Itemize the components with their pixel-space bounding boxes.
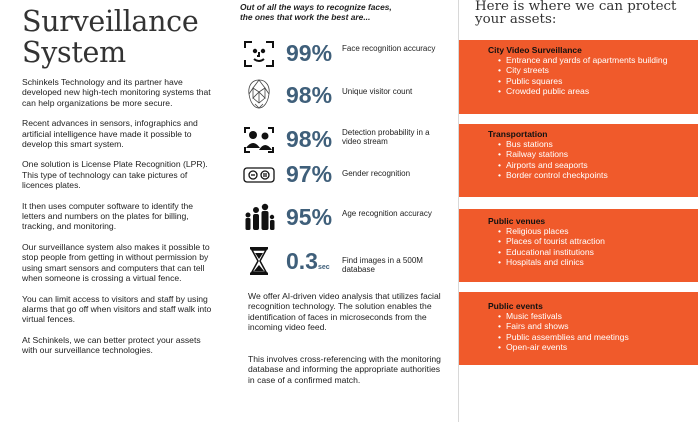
list-item: Border control checkpoints (498, 170, 690, 181)
list-item: Religious places (498, 226, 690, 237)
list-item: Open-air events (498, 342, 690, 353)
box-title: City Video Surveillance (488, 45, 582, 55)
box-title: Public events (488, 301, 543, 311)
list-item: Hospitals and clinics (498, 257, 690, 268)
box-list: Bus stations Railway stations Airports a… (498, 139, 690, 180)
stat-value: 98% (286, 126, 333, 152)
cross-reference-paragraph: This involves cross-referencing with the… (248, 354, 441, 385)
page-title: Surveillance System (22, 6, 218, 68)
stat-label: Unique visitor count (342, 87, 413, 96)
box-title: Public venues (488, 216, 546, 226)
stat-label: Face recognition accuracy (342, 44, 436, 53)
paragraph-2: Recent advances in sensors, infographics… (22, 118, 198, 150)
stat-label: Detection probability in a video stream (342, 128, 430, 146)
box-title: Transportation (488, 129, 548, 139)
list-item: Places of tourist attraction (498, 236, 690, 247)
face-scan-icon (244, 41, 274, 67)
stat-label: Age recognition accuracy (342, 209, 432, 218)
list-item: City streets (498, 65, 690, 76)
stat-gender: 97% Gender recognition (243, 159, 448, 191)
paragraph-7: At Schinkels, we can better protect your… (22, 334, 201, 356)
stat-number: 0.3 (286, 248, 318, 274)
assets-heading: Here is where we can protect your assets… (459, 0, 698, 26)
list-item: Bus stations (498, 139, 690, 150)
face-mesh-icon (248, 79, 270, 109)
list-item: Public assemblies and meetings (498, 332, 690, 343)
list-item: Railway stations (498, 149, 690, 160)
stats-heading: Out of all the ways to recognize faces, … (240, 2, 445, 22)
list-item: Fairs and shows (498, 321, 690, 332)
stat-face-recognition: 99% Face recognition accuracy (243, 38, 448, 70)
box-list: Entrance and yards of apartments buildin… (498, 55, 690, 96)
age-group-icon (245, 203, 275, 230)
assets-heading-line-2: your assets: (475, 12, 557, 27)
stat-detection: 98% Detection probability in a video str… (243, 124, 448, 156)
stat-value: 95% (286, 204, 333, 230)
box-list: Religious places Places of tourist attra… (498, 226, 690, 267)
list-item: Entrance and yards of apartments buildin… (498, 55, 690, 66)
stat-value: 98% (286, 82, 333, 108)
list-item: Music festivals (498, 311, 690, 322)
paragraph-6: You can limit access to visitors and sta… (22, 293, 212, 325)
stat-unique-visitor: 98% Unique visitor count (243, 79, 448, 112)
box-public-venues: Public venues Religious places Places of… (459, 209, 698, 282)
list-item: Educational institutions (498, 247, 690, 258)
left-column: Surveillance System Schinkels Technology… (22, 6, 218, 356)
title-line-1: Surveillance (22, 5, 199, 38)
right-column: Here is where we can protect your assets… (459, 0, 698, 365)
paragraph-5: Our surveillance system also makes it po… (22, 241, 210, 284)
stat-value: 0.3sec (286, 246, 330, 283)
column-divider (458, 0, 459, 422)
list-item: Airports and seaports (498, 160, 690, 171)
assets-heading-line-1: Here is where we can protect (475, 0, 677, 14)
stat-value: 97% (286, 161, 333, 187)
stat-age: 95% Age recognition accuracy (243, 202, 448, 234)
middle-column: Out of all the ways to recognize faces, … (240, 2, 445, 22)
box-list: Music festivals Fairs and shows Public a… (498, 311, 690, 352)
ai-analysis-paragraph: We offer AI-driven video analysis that u… (248, 291, 441, 333)
paragraph-4: It then uses computer software to identi… (22, 200, 194, 232)
stats-heading-line-1: Out of all the ways to recognize faces, (240, 2, 392, 12)
stats-heading-line-2: the ones that work the best are... (240, 12, 371, 22)
intro-paragraph: Schinkels Technology and its partner hav… (22, 77, 211, 108)
box-public-events: Public events Music festivals Fairs and … (459, 292, 698, 365)
gender-icon (243, 167, 275, 183)
people-detect-icon (244, 127, 274, 153)
list-item: Crowded public areas (498, 86, 690, 97)
list-item: Public squares (498, 76, 690, 87)
stat-label: Find images in a 500M database (342, 256, 423, 274)
stat-value: 99% (286, 40, 333, 66)
stat-image-search: 0.3sec Find images in a 500M database (243, 246, 448, 278)
paragraph-3: One solution is License Plate Recognitio… (22, 159, 208, 191)
box-transportation: Transportation Bus stations Railway stat… (459, 124, 698, 197)
stat-label: Gender recognition (342, 169, 411, 178)
box-city-video-surveillance: City Video Surveillance Entrance and yar… (459, 40, 698, 114)
title-line-2: System (22, 36, 126, 69)
stat-unit: sec (317, 264, 330, 271)
hourglass-icon (250, 247, 268, 275)
